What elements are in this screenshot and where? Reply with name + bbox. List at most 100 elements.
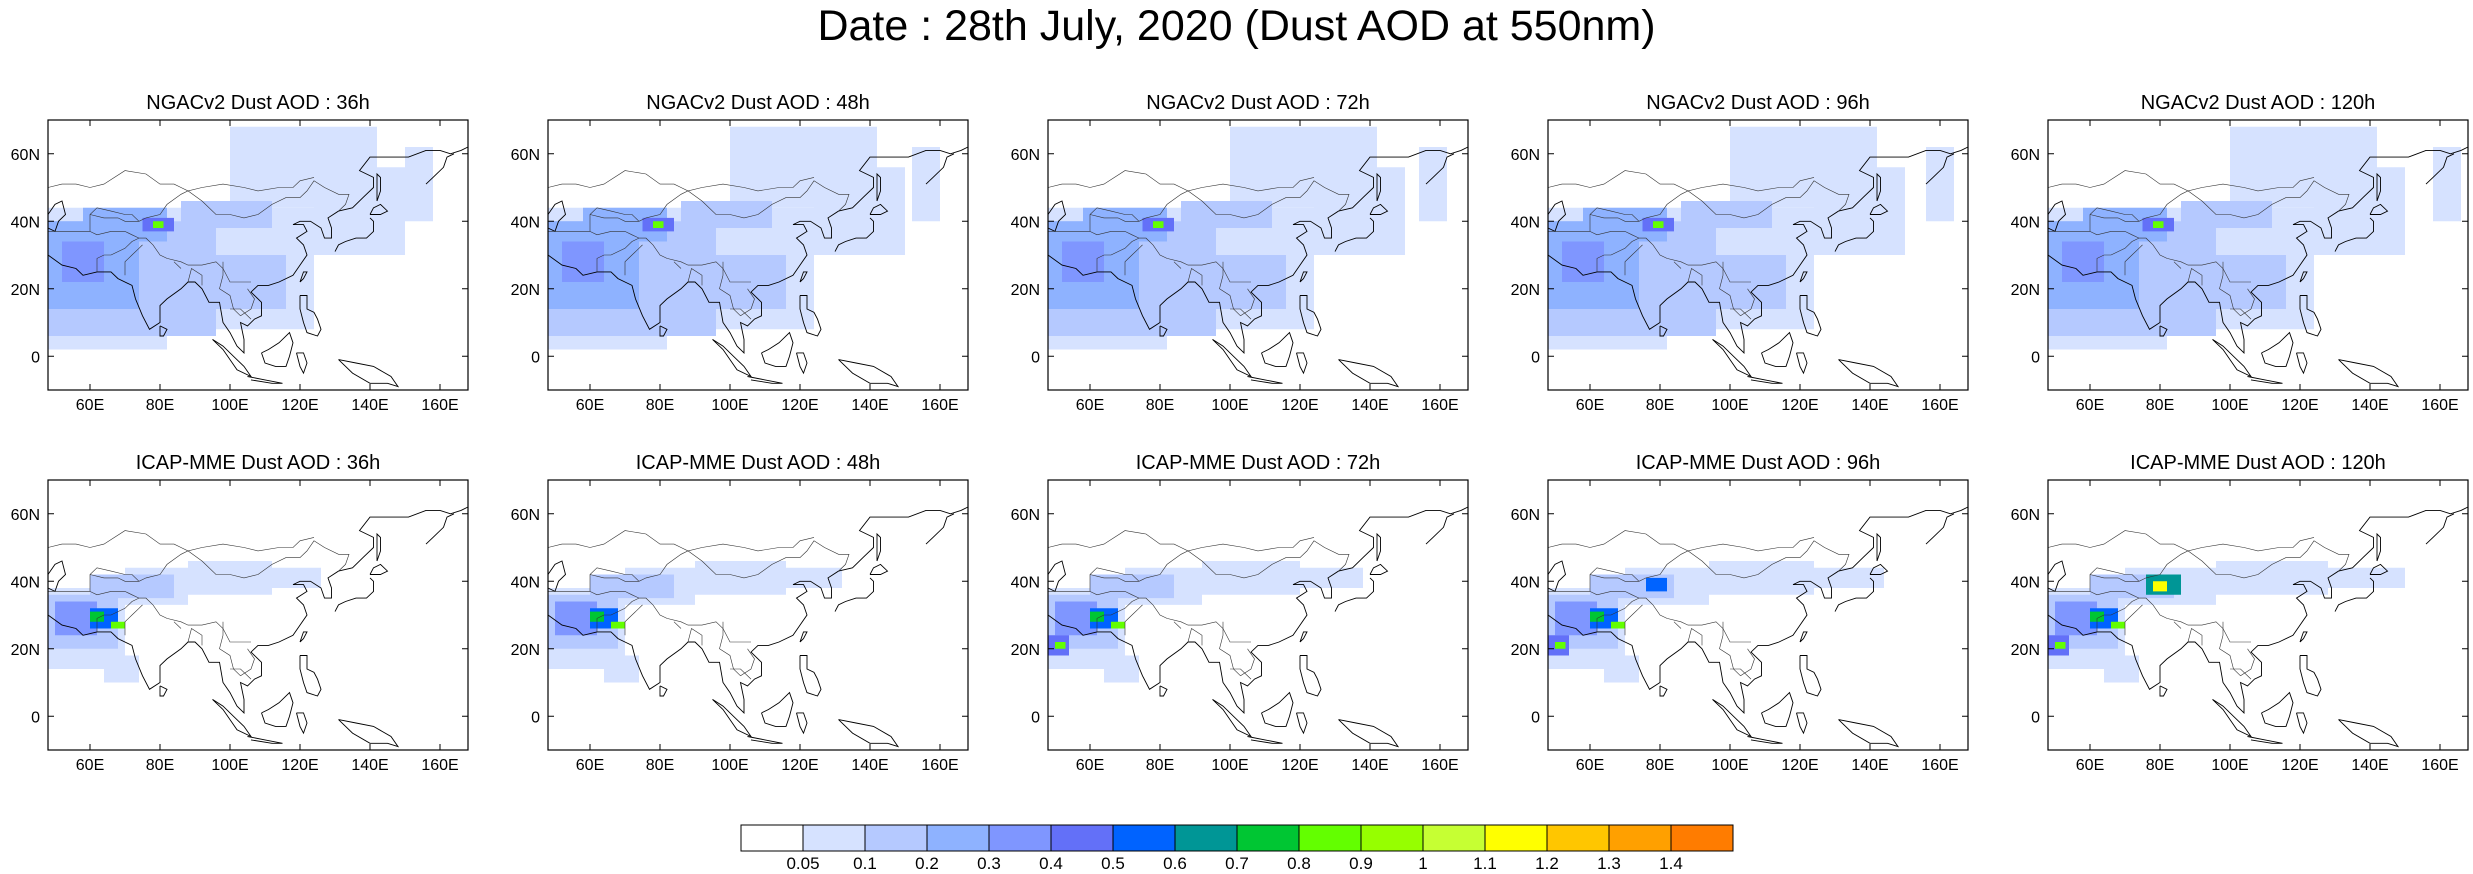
map-plot-area: 60E 80E 100E 120E 140E 160E 0 20N 40N 60N (11, 479, 469, 774)
aod-shading (2230, 126, 2377, 208)
country-border (2230, 308, 2252, 320)
aod-shading (653, 221, 664, 228)
country-border (1673, 621, 1682, 629)
lat-tick-label: 40N (1011, 574, 1040, 591)
lon-tick-label: 140E (1851, 757, 1888, 774)
lat-tick-label: 20N (11, 642, 40, 659)
coastline (869, 563, 889, 575)
lat-tick-label: 40N (11, 214, 40, 231)
coastline (925, 513, 955, 545)
aod-shading (1090, 611, 1104, 622)
lat-tick-label: 40N (2011, 574, 2040, 591)
aod-shading (1090, 574, 1174, 599)
aod-shading (1730, 126, 1877, 208)
aod-shading (604, 655, 639, 683)
coastline (296, 712, 308, 735)
lat-tick-label: 20N (1011, 642, 1040, 659)
lat-tick-label: 60N (1511, 507, 1540, 524)
aod-shading (2216, 561, 2328, 595)
coastline (2334, 217, 2374, 252)
map-plot-area: 60E 80E 100E 120E 140E 160E 0 20N 40N 60N (1511, 479, 1969, 774)
panel-title: ICAP-MME Dust AOD : 120h (2130, 452, 2386, 474)
coastline (2261, 691, 2294, 727)
aod-shading (90, 574, 174, 599)
coastline (1261, 331, 1294, 367)
country-border (1624, 244, 1643, 276)
coastline (376, 532, 381, 562)
aod-shading (2062, 241, 2104, 282)
coastline (1261, 691, 1294, 727)
aod-colorbar (740, 824, 1734, 852)
coastline (1159, 325, 1168, 337)
lat-tick-label: 20N (1011, 282, 1040, 299)
lon-tick-label: 80E (2146, 757, 2174, 774)
coastline (1761, 331, 1794, 367)
country-border (124, 604, 143, 636)
colorbar-swatch (1050, 824, 1114, 852)
country-border (1230, 668, 1252, 680)
country-border (2173, 621, 2182, 629)
coastline (1296, 352, 1308, 375)
coastline (338, 719, 400, 748)
aod-shading (590, 574, 674, 599)
map-panel: ICAP-MME Dust AOD : 48h 60E 80E 100E 120E 140… (511, 452, 969, 774)
coastline (747, 376, 783, 384)
country-border (673, 621, 682, 629)
colorbar-level-label: 1.4 (1659, 854, 1683, 873)
coastline (299, 295, 322, 337)
country-border (230, 308, 252, 320)
panel-title: NGACv2 Dust AOD : 72h (1146, 92, 1370, 114)
coastline (659, 685, 668, 697)
colorbar-swatch (1236, 824, 1300, 852)
coastline (2047, 146, 2469, 354)
lon-tick-label: 80E (1146, 757, 1174, 774)
map-panel: NGACv2 Dust AOD : 72h 60E 80E 100E 120E 140E 1… (1011, 92, 1469, 414)
coastline (1212, 699, 1253, 738)
country-border (548, 591, 751, 643)
aod-shading (611, 621, 625, 629)
lat-tick-label: 0 (1031, 709, 1040, 726)
map-border (47, 479, 469, 751)
panel-title: NGACv2 Dust AOD : 36h (146, 92, 370, 114)
aod-shading (1111, 621, 1125, 629)
colorbar-level-label: 1.3 (1597, 854, 1621, 873)
colorbar-level-label: 1.2 (1535, 854, 1559, 873)
colorbar-level-label: 0.9 (1349, 854, 1373, 873)
coastline (2376, 172, 2381, 202)
lat-tick-label: 60N (2011, 147, 2040, 164)
coastline (834, 577, 874, 612)
coastline (834, 217, 874, 252)
coastline (2159, 325, 2168, 337)
lon-tick-label: 100E (2211, 757, 2248, 774)
aod-shading (230, 126, 377, 208)
coastline (2261, 331, 2294, 367)
coastline (247, 736, 283, 744)
coastline (2338, 359, 2400, 388)
panel-title: ICAP-MME Dust AOD : 36h (135, 452, 381, 474)
country-border (1730, 308, 1752, 320)
colorbar-level-label: 0.7 (1225, 854, 1249, 873)
aod-shading (62, 241, 104, 282)
aod-shading (786, 567, 842, 588)
coastline (369, 203, 389, 215)
colorbar-swatch (1298, 824, 1362, 852)
colorbar-swatch (1484, 824, 1548, 852)
coastline (799, 631, 808, 643)
country-border (2173, 261, 2182, 269)
map-panel: ICAP-MME Dust AOD : 96h 60E 80E 100E 120E 140… (1511, 452, 1969, 774)
lon-tick-label: 140E (2351, 757, 2388, 774)
lat-tick-label: 60N (511, 147, 540, 164)
map-svg: 60E 80E 100E 120E 140E 160E 0 20N 40N 60N (2011, 119, 2469, 414)
aod-shading (1562, 241, 1604, 282)
coastline (547, 560, 567, 593)
colorbar-swatch (802, 824, 866, 852)
lon-tick-label: 140E (1351, 397, 1388, 414)
coastline (712, 339, 753, 378)
lon-tick-label: 140E (351, 397, 388, 414)
coastline (1659, 685, 1668, 697)
colorbar-level-label: 0.2 (915, 854, 939, 873)
lon-tick-label: 100E (711, 757, 748, 774)
country-border (96, 237, 140, 272)
country-border (47, 530, 315, 552)
coastline (212, 699, 253, 738)
